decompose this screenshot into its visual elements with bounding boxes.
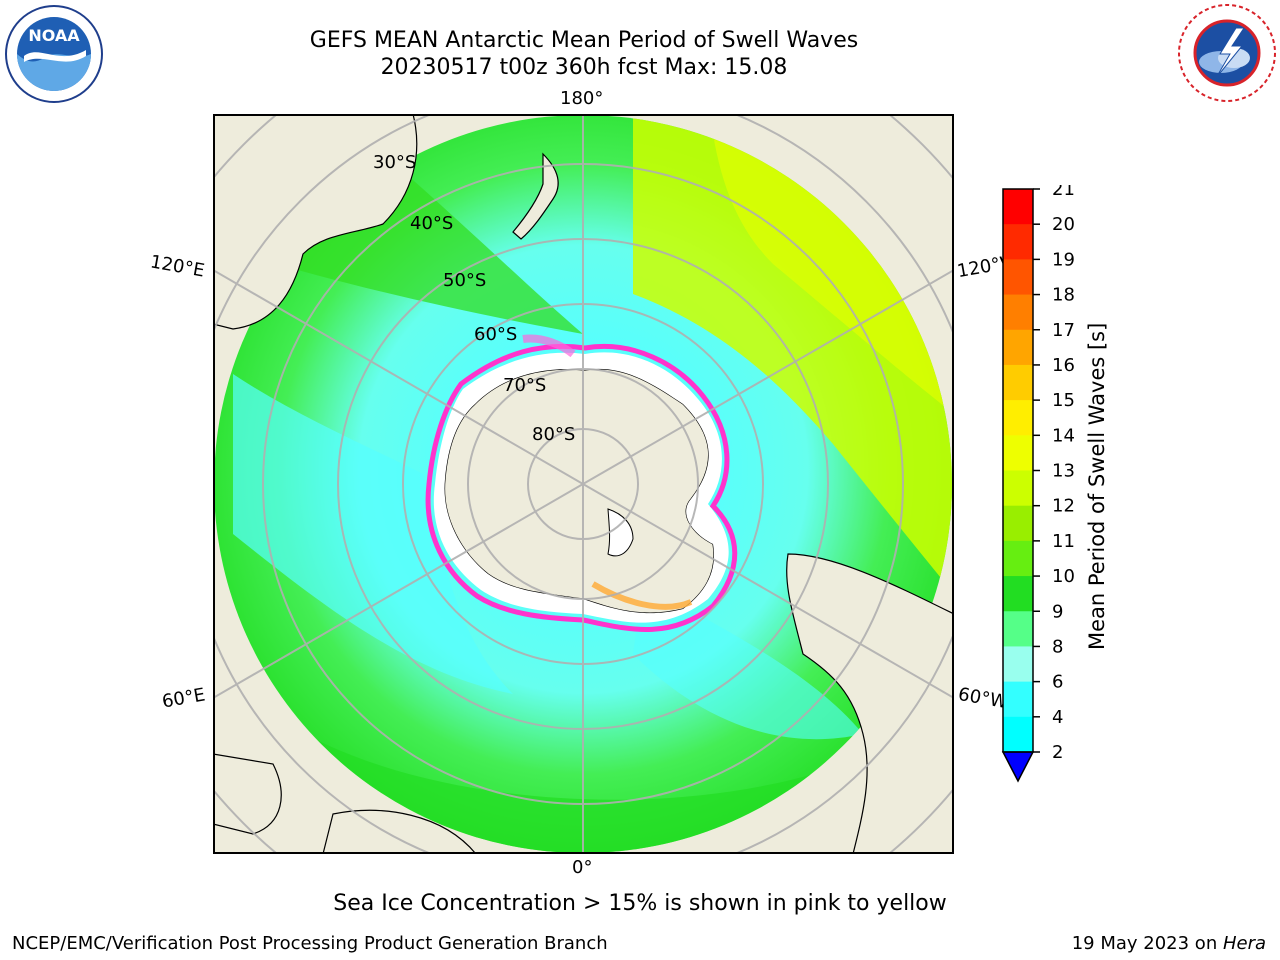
colorbar-tick-label: 20: [1052, 214, 1075, 235]
colorbar: 21 20 19 18 17 16 15 14 13 12 11 10 9 8 6 4 2: [1001, 185, 1075, 783]
colorbar-label: Mean Period of Swell Waves [s]: [1085, 322, 1109, 650]
colorbar-segment: [1003, 400, 1033, 436]
colorbar-tick-label: 19: [1052, 249, 1075, 270]
map-subtitle: 20230517 t00z 360h fcst Max: 15.08: [380, 55, 788, 80]
colorbar-extend-arrow: [1001, 751, 1035, 783]
lat-label-30s: 30°S: [373, 152, 416, 173]
colorbar-tick-label: 18: [1052, 285, 1075, 306]
colorbar-segment: [1003, 611, 1033, 647]
colorbar-segment: [1003, 435, 1033, 471]
lon-label-120e: 120°E: [148, 251, 207, 282]
colorbar-tick-label: 11: [1052, 531, 1075, 552]
footer-date-text: 19 May 2023 on: [1071, 933, 1223, 954]
footer-date: 19 May 2023 on Hera: [1072, 933, 1266, 954]
colorbar-tick-label: 17: [1052, 320, 1075, 341]
colorbar-tick-label: 4: [1052, 707, 1063, 728]
footer-credit: NCEP/EMC/Verification Post Processing Pr…: [12, 933, 608, 954]
colorbar-tick-label: 15: [1052, 390, 1075, 411]
noaa-logo: NOAA: [5, 5, 103, 103]
colorbar-segment: [1003, 470, 1033, 507]
colorbar-tick-label: 6: [1052, 672, 1063, 693]
colorbar-segment: [1003, 505, 1033, 542]
colorbar-tick-label: 12: [1052, 496, 1075, 517]
colorbar-tick-label: 9: [1052, 601, 1063, 622]
colorbar-tick-label: 8: [1052, 636, 1063, 657]
colorbar-segment: [1003, 329, 1033, 366]
footer-machine: Hera: [1222, 933, 1266, 954]
new-zealand-land: [512, 152, 559, 240]
colorbar-segment: [1003, 540, 1033, 577]
colorbar-segment: [1003, 364, 1033, 401]
colorbar-segment: [1003, 259, 1033, 296]
colorbar-tick-label: 13: [1052, 461, 1075, 482]
colorbar-segment: [1003, 681, 1033, 718]
lat-label-50s: 50°S: [443, 270, 486, 291]
lon-label-60e: 60°E: [160, 684, 207, 713]
outer-continents: [213, 114, 954, 854]
lat-label-40s: 40°S: [410, 213, 453, 234]
lon-label-180: 180°: [560, 88, 604, 109]
sea-ice-caption: Sea Ice Concentration > 15% is shown in …: [333, 891, 947, 916]
lat-label-60s: 60°S: [474, 324, 517, 345]
colorbar-tick-label: 21: [1052, 185, 1075, 200]
colorbar-tick-label: 10: [1052, 566, 1075, 587]
colorbar-segment: [1003, 646, 1033, 683]
polar-map: 30°S 40°S 50°S 60°S 70°S 80°S: [213, 114, 954, 854]
lat-label-80s: 80°S: [532, 424, 575, 445]
noaa-logo-text: NOAA: [28, 26, 80, 45]
colorbar-segment: [1003, 576, 1033, 612]
antarctica-land: [443, 368, 715, 614]
madagascar-land: [213, 753, 282, 835]
colorbar-segment: [1003, 224, 1033, 260]
nws-logo: [1178, 4, 1276, 102]
colorbar-segment: [1003, 294, 1033, 331]
colorbar-tick-label: 14: [1052, 425, 1075, 446]
colorbar-tick-label: 2: [1052, 742, 1063, 763]
lat-label-70s: 70°S: [503, 375, 546, 396]
sea-ice-edge: [425, 343, 738, 632]
colorbar-segment: [1003, 716, 1033, 753]
colorbar-segment: [1003, 189, 1033, 225]
graticule: [213, 114, 954, 854]
map-title: GEFS MEAN Antarctic Mean Period of Swell…: [309, 28, 859, 53]
south-america-land: [786, 553, 954, 854]
colorbar-tick-label: 16: [1052, 355, 1075, 376]
lon-label-0: 0°: [572, 857, 593, 878]
